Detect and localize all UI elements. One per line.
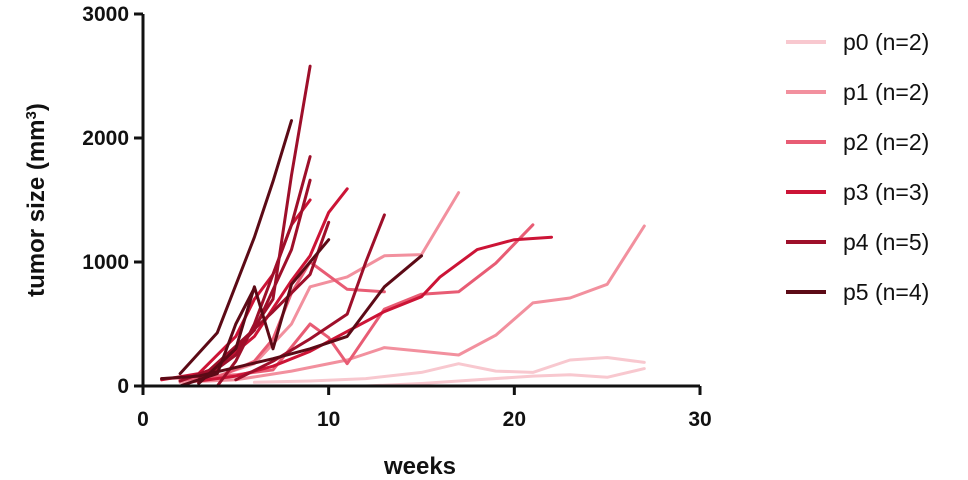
x-ticks: 0 10 20 30 (137, 386, 712, 431)
x-tick-label: 0 (137, 408, 149, 431)
x-tick-label: 30 (688, 408, 711, 431)
y-axis-title-superscript: 3 (23, 111, 40, 119)
legend-label-p0: p0 (n=2) (843, 29, 929, 55)
x-tick-label: 10 (317, 408, 340, 431)
y-axis-title-main: tumor size (mm (23, 119, 50, 296)
series-line-p2-1 (160, 223, 535, 381)
legend-label-p4: p4 (n=5) (843, 229, 929, 255)
series-line-p4-3 (215, 155, 312, 388)
y-tick-label: 1000 (82, 251, 129, 274)
y-axis-title: tumor size (mm3) (23, 103, 51, 297)
y-tick-label: 3000 (82, 3, 129, 26)
series-line-p4-1 (197, 64, 312, 384)
y-tick-label: 2000 (82, 127, 129, 150)
series-line-p4-5 (234, 213, 386, 382)
legend-label-p3: p3 (n=3) (843, 179, 929, 205)
series-line-p1-2 (178, 224, 646, 384)
legend-label-p5: p5 (n=4) (843, 279, 929, 305)
x-tick-label: 20 (503, 408, 526, 431)
y-axis-title-end: ) (23, 103, 50, 111)
series-line-p5-2 (197, 238, 331, 385)
series-line-p5-3 (160, 254, 423, 381)
series-line-p0-2 (364, 367, 646, 388)
legend-label-p2: p2 (n=2) (843, 129, 929, 155)
legend-label-p1: p1 (n=2) (843, 79, 929, 105)
legend: p0 (n=2) p1 (n=2) p2 (n=2) p3 (n=3) p4 (n=5)… (786, 29, 929, 305)
series-line-p5-4 (178, 286, 256, 388)
series-line-p0-1 (252, 356, 646, 384)
series-line-p3-2 (197, 235, 553, 383)
x-axis-title: weeks (383, 453, 456, 480)
plot-lines (160, 64, 646, 388)
y-tick-label: 0 (117, 375, 129, 398)
axes: 0 10 20 30 0 1000 2000 3000 (82, 3, 711, 431)
y-ticks: 0 1000 2000 3000 (82, 3, 143, 398)
series-line-p5-1 (178, 119, 293, 376)
